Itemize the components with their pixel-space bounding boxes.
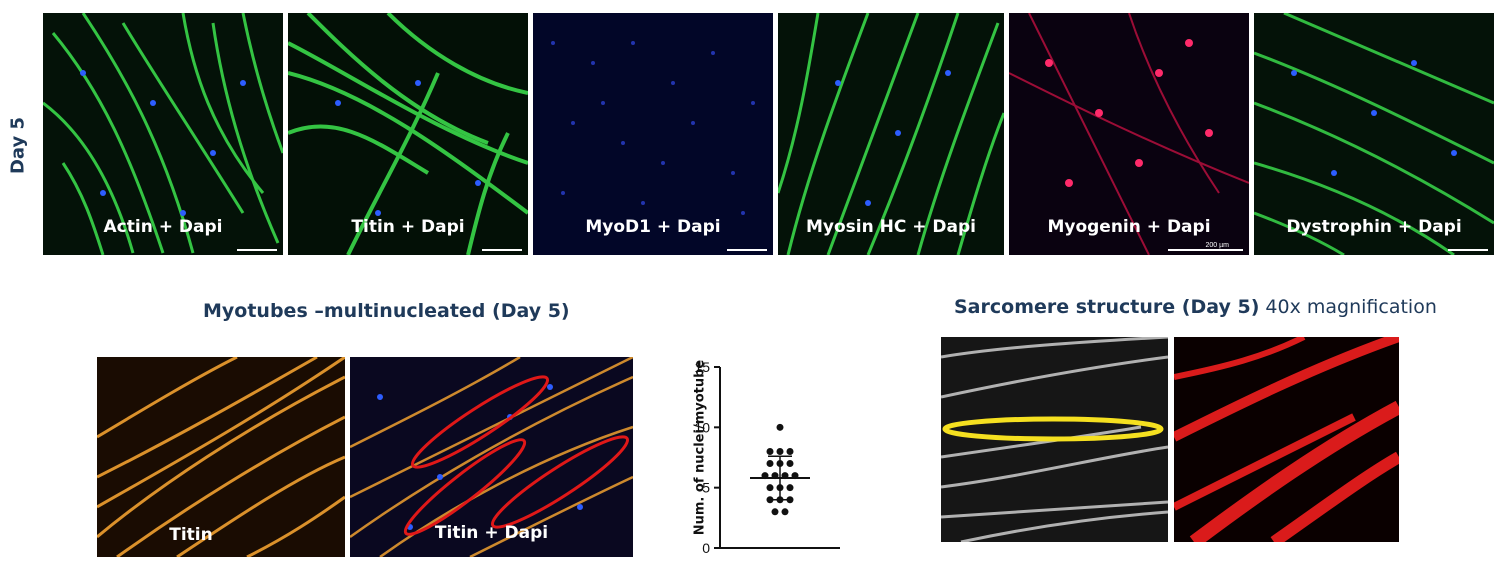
panel-titin: Titin + Dapi bbox=[288, 13, 528, 255]
panel-dystrophin: Dystrophin + Dapi bbox=[1254, 13, 1494, 255]
micrograph-sarcomere-red bbox=[1174, 337, 1399, 542]
scale-bar bbox=[727, 249, 767, 251]
micrograph-titin bbox=[288, 13, 528, 255]
caption-myogenin: Myogenin + Dapi bbox=[1047, 217, 1211, 237]
myotube-outlines bbox=[403, 375, 630, 536]
sarcomere-title-bold: Sarcomere structure (Day 5) bbox=[954, 296, 1260, 318]
caption-titin: Titin + Dapi bbox=[351, 217, 465, 237]
y-tick-label: 15 bbox=[694, 359, 710, 375]
micrograph-dystrophin bbox=[1254, 13, 1494, 255]
data-point bbox=[786, 447, 794, 455]
scale-bar bbox=[1168, 249, 1243, 251]
myotubes-title: Myotubes –multinucleated (Day 5) bbox=[203, 300, 570, 322]
data-point bbox=[766, 447, 774, 455]
caption-myosin-hc: Myosin HC + Dapi bbox=[805, 217, 976, 237]
sarcomere-title-light: 40x magnification bbox=[1259, 296, 1437, 318]
data-point bbox=[786, 484, 794, 492]
caption-myotubes-titin: Titin bbox=[169, 525, 213, 545]
scale-bar bbox=[482, 249, 522, 251]
data-point bbox=[766, 460, 774, 468]
data-point bbox=[786, 460, 794, 468]
scale-bar bbox=[1448, 249, 1488, 251]
caption-myod1: MyoD1 + Dapi bbox=[585, 217, 721, 237]
micrograph-actin bbox=[43, 13, 283, 255]
panel-myotubes-titin: Titin bbox=[97, 357, 345, 557]
panel-sarcomere-grayscale bbox=[941, 337, 1168, 542]
data-point bbox=[776, 447, 784, 455]
data-point bbox=[766, 484, 774, 492]
micrograph-sarcomere-grayscale bbox=[941, 337, 1168, 542]
panel-myod1: MyoD1 + Dapi bbox=[533, 13, 773, 255]
y-tick-label: 0 bbox=[702, 540, 710, 556]
y-tick-label: 10 bbox=[694, 419, 710, 435]
panel-sarcomere-red bbox=[1174, 337, 1399, 542]
y-tick-label: 5 bbox=[702, 480, 710, 496]
panel-actin: Actin + Dapi bbox=[43, 13, 283, 255]
caption-myotubes-titin-dapi: Titin + Dapi bbox=[434, 523, 549, 543]
scale-bar bbox=[237, 249, 277, 251]
data-point bbox=[781, 508, 789, 516]
sarcomere-title: Sarcomere structure (Day 5) 40x magnific… bbox=[954, 296, 1437, 318]
panel-myogenin: Myogenin + Dapi 200 µm bbox=[1009, 13, 1249, 255]
micrograph-myod1 bbox=[551, 41, 755, 215]
caption-dystrophin: Dystrophin + Dapi bbox=[1286, 217, 1462, 237]
micrograph-myogenin bbox=[1009, 13, 1249, 255]
row-label-day5: Day 5 bbox=[7, 116, 29, 175]
data-point bbox=[776, 423, 784, 431]
caption-actin: Actin + Dapi bbox=[103, 217, 223, 237]
scale-bar-label: 200 µm bbox=[1205, 242, 1230, 249]
panel-myosin-hc: Myosin HC + Dapi bbox=[778, 13, 1004, 255]
nuclei-scatter-chart: 0 5 10 15 bbox=[694, 359, 840, 556]
micrograph-myotubes-titin bbox=[97, 357, 345, 557]
sarcomere-highlight bbox=[942, 416, 1164, 442]
panel-myotubes-titin-dapi: Titin + Dapi bbox=[350, 357, 633, 557]
micrograph-myosin-hc bbox=[778, 13, 1004, 255]
data-point bbox=[771, 508, 779, 516]
micrograph-myotubes-titin-dapi bbox=[350, 357, 633, 557]
